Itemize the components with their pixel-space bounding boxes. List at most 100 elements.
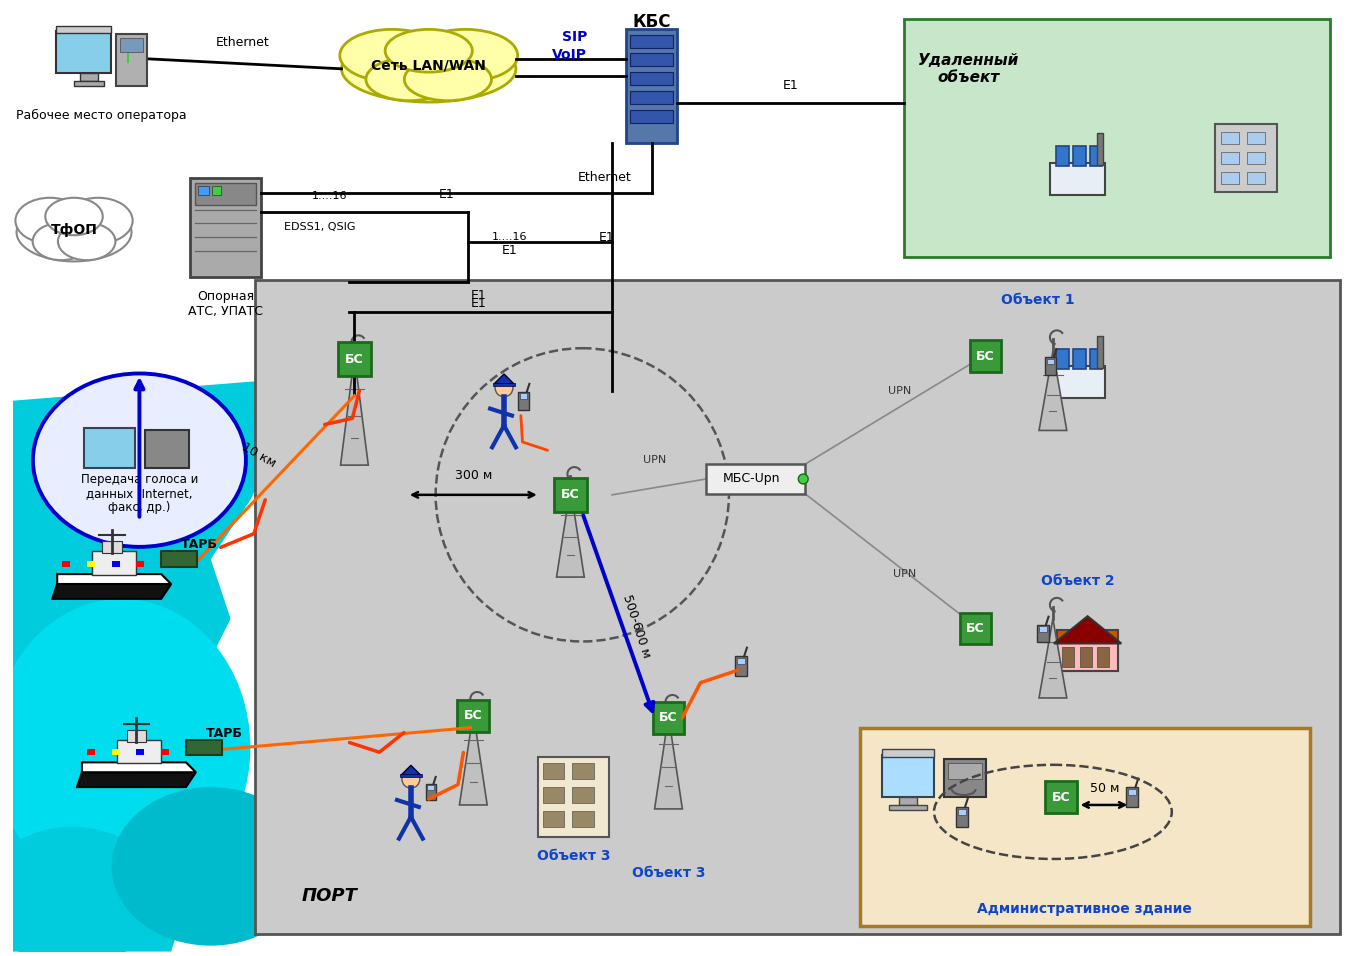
Polygon shape	[57, 575, 172, 584]
Text: VoIP: VoIP	[552, 48, 587, 62]
Bar	[542, 763, 564, 779]
Bar	[1073, 349, 1085, 369]
Bar	[127, 729, 146, 742]
Polygon shape	[1039, 351, 1067, 430]
Bar	[1045, 358, 1056, 375]
Text: ПОРТ: ПОРТ	[301, 887, 357, 905]
Bar	[737, 658, 744, 664]
Text: БС: БС	[966, 622, 985, 635]
Text: данных (Internet,: данных (Internet,	[86, 488, 192, 500]
Bar	[945, 759, 985, 797]
Bar	[572, 811, 594, 827]
Text: ТАРБ: ТАРБ	[181, 538, 218, 552]
Bar	[1221, 172, 1239, 184]
Text: Ethernet: Ethernet	[215, 36, 270, 49]
Bar	[706, 464, 806, 494]
Polygon shape	[401, 766, 421, 775]
Bar	[74, 80, 104, 86]
Bar	[900, 797, 917, 805]
Bar	[1040, 626, 1047, 632]
Bar	[1089, 146, 1103, 166]
Polygon shape	[459, 713, 487, 805]
Text: E1: E1	[502, 244, 518, 256]
Bar	[890, 805, 927, 810]
Polygon shape	[495, 374, 514, 384]
Polygon shape	[1054, 617, 1122, 643]
Ellipse shape	[112, 787, 309, 945]
Bar	[947, 763, 981, 779]
Bar	[1129, 789, 1137, 794]
Bar	[969, 340, 1002, 372]
Bar	[425, 784, 436, 800]
Bar	[1050, 163, 1105, 195]
Text: Объект 2: Объект 2	[1041, 574, 1115, 588]
Text: EDSS1, QSIG: EDSS1, QSIG	[284, 223, 356, 232]
Bar	[458, 700, 489, 731]
Text: E1: E1	[470, 289, 487, 302]
Text: E1: E1	[470, 296, 487, 310]
Bar	[1221, 152, 1239, 163]
Bar	[117, 740, 161, 763]
Bar	[1056, 643, 1118, 671]
Ellipse shape	[342, 35, 517, 102]
Circle shape	[495, 379, 512, 397]
Text: Сеть LAN/WAN: Сеть LAN/WAN	[371, 59, 487, 73]
Bar	[63, 561, 70, 567]
Bar	[255, 280, 1340, 934]
Bar	[1221, 132, 1239, 144]
Bar	[1097, 647, 1109, 666]
Text: БС: БС	[463, 709, 483, 723]
Text: UPN: UPN	[643, 455, 667, 466]
Bar	[211, 185, 221, 195]
Text: 300 м: 300 м	[455, 469, 492, 482]
Text: E1: E1	[439, 187, 454, 201]
Text: БС: БС	[562, 489, 579, 501]
Bar	[112, 750, 120, 755]
Bar	[538, 757, 609, 836]
Text: БС: БС	[976, 350, 995, 362]
Text: Рабочее место оператора: Рабочее место оператора	[16, 108, 187, 121]
Polygon shape	[654, 716, 683, 809]
Bar	[56, 32, 110, 73]
Bar	[518, 392, 529, 409]
Text: ТАРБ: ТАРБ	[206, 727, 243, 740]
Ellipse shape	[16, 204, 131, 261]
Bar	[1097, 337, 1104, 368]
Polygon shape	[52, 584, 172, 598]
Polygon shape	[556, 488, 585, 577]
Ellipse shape	[0, 598, 251, 896]
Bar	[146, 430, 189, 468]
Text: Передача голоса и: Передача голоса и	[80, 473, 198, 487]
Bar	[198, 185, 209, 195]
Bar	[399, 774, 421, 777]
Ellipse shape	[64, 198, 132, 244]
Text: ТфОП: ТфОП	[50, 224, 98, 237]
Polygon shape	[82, 762, 196, 772]
Bar	[161, 750, 169, 755]
Ellipse shape	[15, 198, 85, 244]
Text: UPN: UPN	[893, 569, 916, 579]
Bar	[958, 809, 965, 815]
Bar	[960, 613, 991, 644]
Bar	[1079, 647, 1092, 666]
Ellipse shape	[59, 223, 116, 260]
Bar	[1247, 172, 1265, 184]
Bar	[87, 750, 95, 755]
Text: E1: E1	[600, 230, 615, 244]
Bar	[572, 787, 594, 803]
Bar	[630, 34, 673, 48]
Polygon shape	[12, 380, 281, 951]
Circle shape	[799, 474, 808, 484]
Bar	[1047, 358, 1055, 364]
Polygon shape	[341, 357, 368, 466]
Bar	[136, 750, 144, 755]
Bar	[1050, 366, 1105, 398]
Text: UPN: UPN	[887, 386, 910, 396]
Ellipse shape	[33, 374, 245, 547]
Ellipse shape	[405, 58, 492, 100]
Bar	[1126, 787, 1138, 807]
Bar	[1247, 152, 1265, 163]
Text: 500-600 м: 500-600 м	[620, 594, 653, 660]
Bar	[542, 787, 564, 803]
Ellipse shape	[386, 30, 473, 72]
